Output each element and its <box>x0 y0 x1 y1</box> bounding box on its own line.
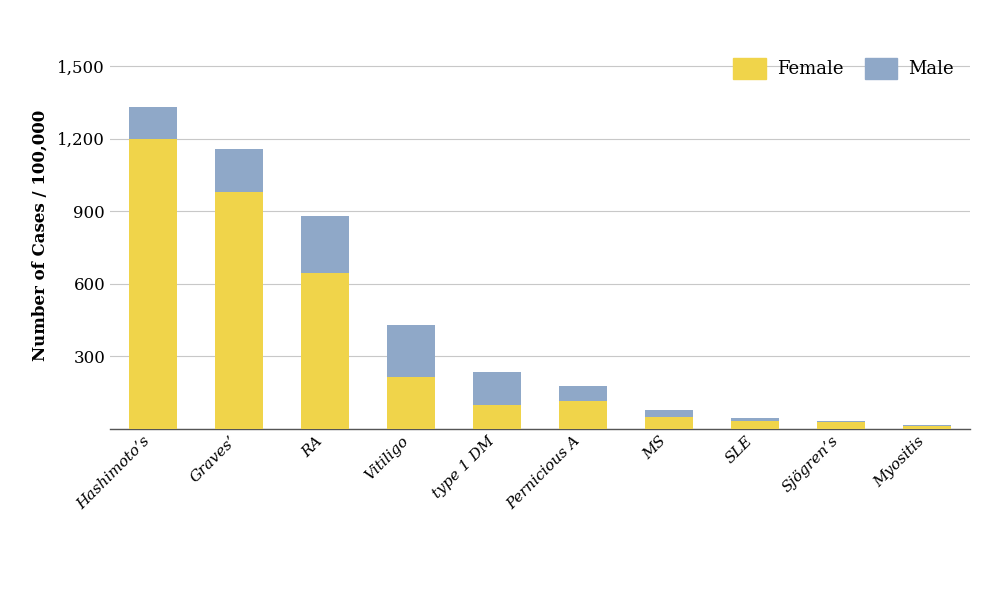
Bar <box>559 401 607 429</box>
Bar <box>645 410 693 417</box>
Bar <box>645 417 693 429</box>
Bar <box>301 273 349 429</box>
Bar <box>473 372 521 405</box>
Legend: Female, Male: Female, Male <box>726 51 961 86</box>
Bar <box>473 405 521 429</box>
Y-axis label: Number of Cases / 100,000: Number of Cases / 100,000 <box>32 110 49 361</box>
Bar <box>817 422 865 429</box>
Bar <box>215 150 263 192</box>
Bar <box>731 418 779 421</box>
Bar <box>903 425 951 426</box>
Bar <box>129 107 177 139</box>
Bar <box>301 216 349 273</box>
Bar <box>817 421 865 422</box>
Bar <box>387 377 435 429</box>
Bar <box>215 192 263 429</box>
Bar <box>129 139 177 429</box>
Bar <box>903 426 951 429</box>
Bar <box>559 386 607 401</box>
Bar <box>387 325 435 377</box>
Bar <box>731 421 779 429</box>
